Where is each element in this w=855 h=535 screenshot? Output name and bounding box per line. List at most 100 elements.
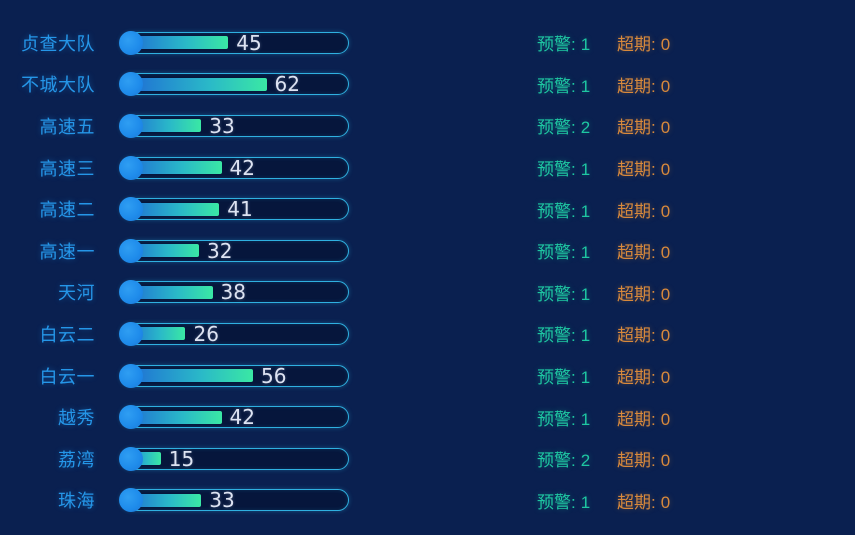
warning-label: 预警: xyxy=(537,492,576,512)
warning-value: 1 xyxy=(580,368,591,388)
bar-row: 荔湾 15 预警: 2 超期: 0 xyxy=(0,438,855,480)
warning-value: 1 xyxy=(580,160,591,180)
warning-value: 2 xyxy=(580,118,591,138)
progress-bar-fill xyxy=(123,202,220,216)
progress-value: 56 xyxy=(261,363,287,388)
overdue-stat: 超期: 0 xyxy=(617,30,670,55)
progress-dot-icon xyxy=(119,30,143,55)
overdue-value: 0 xyxy=(660,76,671,96)
brigade-name: 贞查大队 xyxy=(21,33,95,54)
overdue-label: 超期: xyxy=(617,118,656,138)
progress-bar-fill xyxy=(123,410,222,424)
progress-bar-track: 26 xyxy=(119,321,349,346)
bar-row: 高速一 32 预警: 1 超期: 0 xyxy=(0,230,855,272)
warning-stat: 预警: 1 xyxy=(537,238,617,263)
progress-dot-icon xyxy=(119,488,143,513)
progress-bar-track: 56 xyxy=(119,363,349,388)
warning-stat: 预警: 1 xyxy=(537,321,617,346)
overdue-stat: 超期: 0 xyxy=(617,155,670,180)
overdue-label: 超期: xyxy=(617,284,656,304)
overdue-value: 0 xyxy=(660,284,671,304)
brigade-name: 珠海 xyxy=(58,491,95,512)
progress-bar-track: 45 xyxy=(119,30,349,55)
progress-dot-icon xyxy=(119,113,143,138)
overdue-value: 0 xyxy=(660,492,671,512)
warning-label: 预警: xyxy=(537,409,576,429)
bar-row: 珠海 33 预警: 1 超期: 0 xyxy=(0,480,855,522)
progress-bar-fill xyxy=(123,369,253,383)
progress-value: 42 xyxy=(229,405,255,430)
progress-dot-icon xyxy=(119,280,143,305)
warning-label: 预警: xyxy=(537,451,576,471)
brigade-name: 白云一 xyxy=(39,366,95,387)
overdue-label: 超期: xyxy=(617,243,656,263)
warning-label: 预警: xyxy=(537,201,576,221)
progress-bar-fill xyxy=(123,77,267,91)
progress-dot-icon xyxy=(119,321,143,346)
brigade-name: 高速五 xyxy=(39,116,95,137)
bar-row: 高速二 41 预警: 1 超期: 0 xyxy=(0,188,855,230)
warning-stat: 预警: 1 xyxy=(537,197,617,222)
overdue-value: 0 xyxy=(660,409,671,429)
brigade-name: 不城大队 xyxy=(21,75,95,96)
overdue-label: 超期: xyxy=(617,451,656,471)
progress-bar-track: 41 xyxy=(119,197,349,222)
progress-bar-track: 42 xyxy=(119,405,349,430)
overdue-label: 超期: xyxy=(617,492,656,512)
progress-value: 38 xyxy=(220,280,246,305)
overdue-value: 0 xyxy=(660,243,671,263)
warning-stat: 预警: 1 xyxy=(537,280,617,305)
overdue-stat: 超期: 0 xyxy=(617,321,670,346)
overdue-stat: 超期: 0 xyxy=(617,238,670,263)
overdue-label: 超期: xyxy=(617,76,656,96)
warning-value: 2 xyxy=(580,451,591,471)
progress-dot-icon xyxy=(119,405,143,430)
progress-value: 33 xyxy=(209,113,235,138)
bar-row: 白云二 26 预警: 1 超期: 0 xyxy=(0,313,855,355)
brigade-name: 荔湾 xyxy=(58,449,95,470)
overdue-stat: 超期: 0 xyxy=(617,446,670,471)
overdue-value: 0 xyxy=(660,326,671,346)
bar-row: 贞查大队 45 预警: 1 超期: 0 xyxy=(0,22,855,64)
bar-row: 天河 38 预警: 1 超期: 0 xyxy=(0,272,855,314)
overdue-value: 0 xyxy=(660,201,671,221)
overdue-label: 超期: xyxy=(617,409,656,429)
brigade-name: 高速一 xyxy=(39,241,95,262)
progress-value: 41 xyxy=(227,197,253,222)
bar-row: 高速三 42 预警: 1 超期: 0 xyxy=(0,147,855,189)
warning-label: 预警: xyxy=(537,284,576,304)
overdue-stat: 超期: 0 xyxy=(617,72,670,97)
warning-label: 预警: xyxy=(537,160,576,180)
warning-stat: 预警: 1 xyxy=(537,72,617,97)
overdue-value: 0 xyxy=(660,118,671,138)
overdue-label: 超期: xyxy=(617,35,656,55)
overdue-value: 0 xyxy=(660,35,671,55)
progress-dot-icon xyxy=(119,238,143,263)
warning-label: 预警: xyxy=(537,76,576,96)
progress-bar-fill xyxy=(123,161,222,175)
brigade-name: 高速二 xyxy=(39,200,95,221)
overdue-stat: 超期: 0 xyxy=(617,405,670,430)
overdue-value: 0 xyxy=(660,368,671,388)
warning-stat: 预警: 1 xyxy=(537,363,617,388)
warning-value: 1 xyxy=(580,243,591,263)
progress-value: 32 xyxy=(207,238,233,263)
progress-value: 45 xyxy=(236,30,262,55)
progress-bar-track: 38 xyxy=(119,280,349,305)
warning-label: 预警: xyxy=(537,326,576,346)
progress-value: 15 xyxy=(168,446,195,471)
progress-value: 62 xyxy=(274,72,300,97)
warning-stat: 预警: 2 xyxy=(537,446,617,471)
progress-bar-track: 62 xyxy=(119,72,349,97)
progress-bar-track: 33 xyxy=(119,113,349,138)
overdue-stat: 超期: 0 xyxy=(617,363,670,388)
warning-value: 1 xyxy=(580,326,591,346)
progress-bar-fill xyxy=(123,285,213,299)
warning-value: 1 xyxy=(580,201,591,221)
progress-dot-icon xyxy=(119,72,143,97)
progress-dot-icon xyxy=(119,197,143,222)
warning-label: 预警: xyxy=(537,243,576,263)
warning-value: 1 xyxy=(580,35,591,55)
bar-row: 白云一 56 预警: 1 超期: 0 xyxy=(0,355,855,397)
